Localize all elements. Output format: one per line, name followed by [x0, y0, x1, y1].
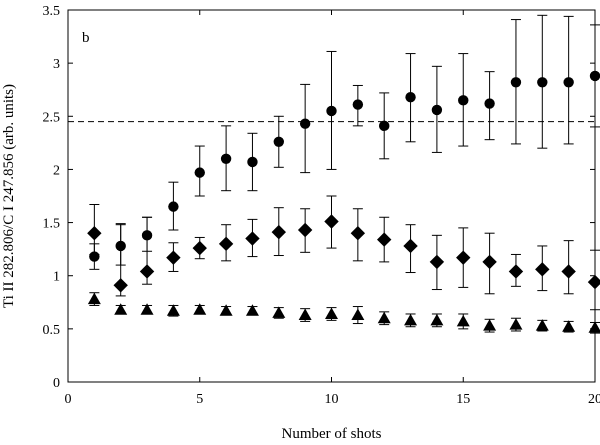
circle-point [537, 77, 548, 88]
x-tick-label: 20 [588, 392, 600, 407]
diamond-point [561, 264, 576, 279]
diamond-point [403, 238, 418, 254]
diamond-point [271, 224, 286, 240]
diamond-point [297, 222, 313, 238]
y-tick-label: 0.5 [43, 323, 61, 338]
circle-point [141, 230, 153, 241]
diamond-point [508, 264, 524, 279]
diamond-point [87, 226, 102, 241]
diamond-point [192, 240, 207, 256]
circle-point [458, 95, 469, 106]
circle-point [273, 136, 284, 147]
triangle-point [456, 314, 470, 327]
x-tick-label: 15 [456, 392, 470, 407]
diamond-point [429, 254, 445, 270]
y-axis-label: Ti II 282.806/C I 247.856 (arb. units) [1, 84, 17, 308]
triangle-point [483, 319, 497, 331]
diamond-point [113, 278, 128, 293]
data-points [87, 70, 600, 333]
triangle-point [404, 313, 418, 326]
circle-point [510, 77, 522, 88]
triangle-point [245, 304, 259, 316]
triangle-point [325, 307, 338, 319]
ticks: 0 5 10 15 20 0 0.5 1 1.5 2 2.5 3 3.5 [43, 4, 600, 407]
diamond-point [166, 250, 181, 265]
circle-point [379, 120, 390, 132]
circle-point [352, 99, 364, 110]
triangle-point [430, 313, 444, 326]
circle-point [194, 167, 205, 178]
circle-point [220, 153, 232, 164]
diamond-point [587, 274, 600, 290]
triangle-point [562, 320, 576, 332]
y-tick-label: 2.5 [43, 110, 61, 125]
triangle-point [87, 292, 101, 305]
y-tick-label: 0 [53, 376, 60, 391]
y-tick-label: 2 [53, 163, 60, 178]
triangle-point [140, 303, 154, 315]
y-tick-label: 1 [53, 270, 60, 285]
circle-point [115, 240, 126, 252]
circle-point [299, 118, 311, 129]
panel-label: b [82, 30, 90, 46]
diamond-point [482, 254, 497, 270]
x-tick-label: 10 [325, 392, 339, 407]
diamond-point [350, 226, 366, 241]
y-tick-label: 3 [53, 57, 60, 72]
y-tick-label: 3.5 [43, 4, 61, 19]
diamond-point [456, 250, 471, 265]
y-tick-label: 1.5 [43, 217, 61, 232]
circle-point [326, 105, 337, 117]
triangle-point [535, 319, 549, 331]
triangle-point [114, 303, 128, 315]
circle-point [484, 98, 495, 109]
circle-point [247, 156, 258, 168]
triangle-point [219, 304, 233, 316]
circle-point [168, 201, 179, 212]
triangle-point [509, 318, 523, 330]
circle-point [431, 104, 443, 116]
diamond-point [245, 231, 260, 246]
circle-point [589, 70, 600, 82]
triangle-point [166, 304, 180, 316]
diamond-point [535, 262, 550, 277]
diamond-point [139, 264, 155, 279]
circle-point [563, 77, 574, 88]
triangle-point [588, 321, 600, 333]
x-tick-label: 0 [65, 392, 72, 407]
triangle-point [193, 303, 207, 315]
x-tick-label: 5 [196, 392, 203, 407]
triangle-point [272, 306, 286, 318]
circle-point [89, 251, 100, 262]
error-bars [89, 14, 600, 334]
diamond-point [218, 236, 234, 252]
diamond-point [377, 232, 392, 247]
triangle-point [351, 308, 365, 321]
x-axis-label: Number of shots [282, 426, 382, 442]
diamond-point [324, 214, 339, 229]
triangle-point [377, 311, 391, 324]
triangle-point [298, 308, 312, 321]
circle-point [405, 91, 416, 103]
